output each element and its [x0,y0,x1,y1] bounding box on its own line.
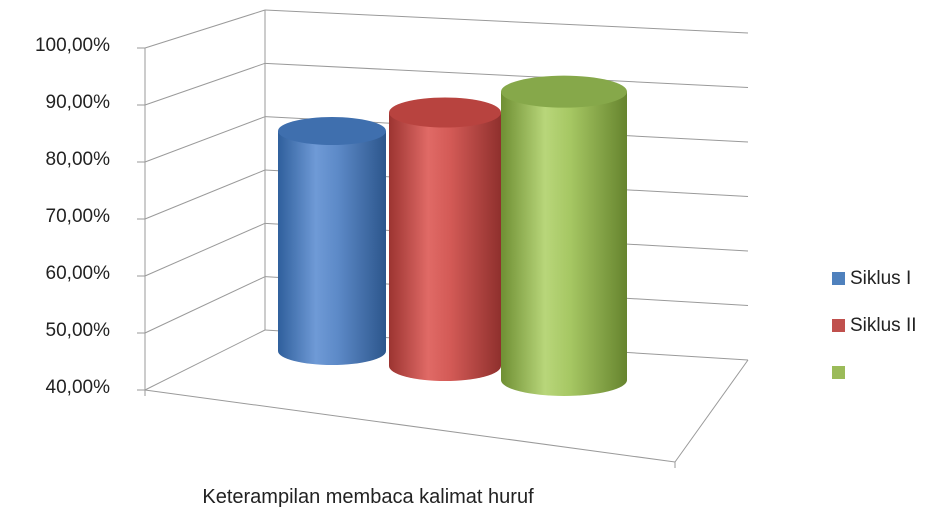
legend-swatch [832,272,845,285]
bar-body [278,131,386,365]
legend: Siklus I Siklus II [832,268,917,379]
y-axis-ticks: 40,00% 50,00% 60,00% 70,00% 80,00% 90,00% 100,… [35,35,110,398]
y-tick-label: 90,00% [46,92,111,113]
y-tick-label: 40,00% [46,377,111,398]
legend-label: Siklus I [850,268,911,289]
gridline-left [144,116,266,163]
bar-body [501,91,627,396]
x-category-label: Keterampilan membaca kalimat huruf [202,486,534,508]
legend-entry [832,366,845,379]
y-tick-label: 70,00% [46,206,111,227]
gridline-left [144,222,266,277]
bars [278,75,627,396]
gridline-left [144,329,266,391]
gridline-left [144,62,266,106]
gridline-back [264,62,749,88]
gridline-back [264,9,749,34]
y-tick-label: 60,00% [46,263,111,284]
gridline-left [144,276,266,334]
y-tick-label: 50,00% [46,320,111,341]
bar-3 [501,75,627,396]
bar-2 [389,97,501,381]
legend-swatch [832,366,845,379]
y-tick-label: 100,00% [35,35,110,56]
bar-body [389,112,501,381]
gridline-left [144,9,266,49]
bar-top [501,75,627,108]
y-tick-label: 80,00% [46,149,111,170]
legend-label: Siklus II [850,315,917,336]
legend-swatch [832,319,845,332]
gridline-left [144,169,266,220]
bar-top [278,117,386,145]
bar-top [389,97,501,128]
legend-entry: Siklus I [832,268,911,289]
legend-entry: Siklus II [832,315,917,336]
bar-1 [278,117,386,365]
